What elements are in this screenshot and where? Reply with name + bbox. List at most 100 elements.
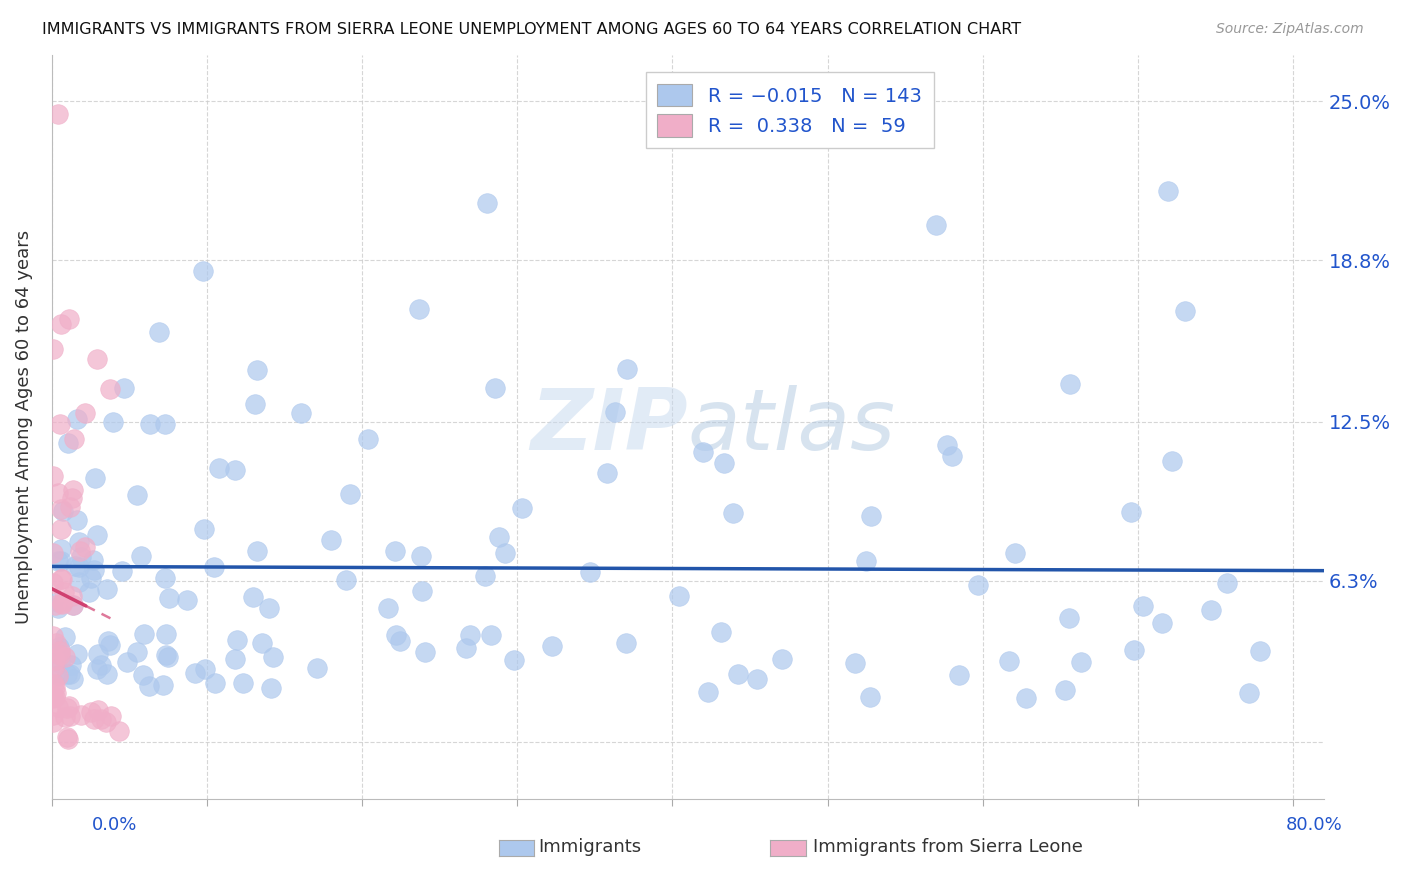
Point xyxy=(108,723,131,738)
Point xyxy=(49,522,72,536)
Text: atlas: atlas xyxy=(688,385,896,468)
Point xyxy=(194,663,217,677)
Point xyxy=(997,654,1019,668)
Point xyxy=(1053,682,1076,697)
Point xyxy=(59,658,82,673)
Point xyxy=(388,634,411,648)
Point xyxy=(193,522,215,536)
Point xyxy=(56,730,79,744)
Point xyxy=(415,645,437,659)
Point xyxy=(156,650,179,665)
Point xyxy=(202,559,225,574)
Point xyxy=(1132,599,1154,613)
Point xyxy=(42,689,65,703)
Point xyxy=(51,572,73,586)
Point xyxy=(335,573,357,587)
Point xyxy=(246,363,269,377)
Point xyxy=(45,636,67,650)
Point xyxy=(98,638,121,652)
Text: Immigrants from Sierra Leone: Immigrants from Sierra Leone xyxy=(813,838,1083,855)
Point xyxy=(138,679,160,693)
Point xyxy=(90,658,112,673)
Point xyxy=(86,351,108,366)
Point xyxy=(42,677,65,691)
Point xyxy=(62,672,84,686)
Legend: R = −0.015   N = 143, R =  0.338   N =  59: R = −0.015 N = 143, R = 0.338 N = 59 xyxy=(645,72,934,148)
Point xyxy=(510,501,533,516)
Point xyxy=(479,627,502,641)
Point xyxy=(260,681,283,695)
Point xyxy=(1174,304,1197,318)
Point xyxy=(727,666,749,681)
Point xyxy=(86,528,108,542)
Point xyxy=(44,598,66,612)
Point xyxy=(66,647,89,661)
Point xyxy=(224,651,246,665)
Point xyxy=(243,397,266,411)
Point xyxy=(42,575,65,590)
Point xyxy=(46,595,69,609)
Point xyxy=(86,662,108,676)
Point xyxy=(668,589,690,603)
Point xyxy=(67,560,90,574)
Point xyxy=(111,564,134,578)
Point xyxy=(127,488,149,502)
Point xyxy=(90,712,112,726)
Point xyxy=(132,668,155,682)
Point xyxy=(242,590,264,604)
Point xyxy=(42,469,65,483)
Point xyxy=(46,699,69,714)
Point xyxy=(59,708,82,723)
Point xyxy=(541,639,564,653)
Point xyxy=(49,502,72,516)
Point xyxy=(1157,184,1180,198)
Point xyxy=(844,656,866,670)
Point xyxy=(384,627,406,641)
Text: IMMIGRANTS VS IMMIGRANTS FROM SIERRA LEONE UNEMPLOYMENT AMONG AGES 60 TO 64 YEAR: IMMIGRANTS VS IMMIGRANTS FROM SIERRA LEO… xyxy=(42,22,1021,37)
Point xyxy=(193,263,215,277)
Point xyxy=(456,640,478,655)
Point xyxy=(967,578,990,592)
Point xyxy=(176,593,198,607)
Point xyxy=(46,486,69,500)
Point xyxy=(42,629,65,643)
Point xyxy=(98,382,121,396)
Point xyxy=(46,600,69,615)
Point xyxy=(59,500,82,514)
Point xyxy=(204,676,226,690)
Point xyxy=(772,652,794,666)
Point xyxy=(290,407,312,421)
Text: 80.0%: 80.0% xyxy=(1286,816,1343,834)
Point xyxy=(157,591,180,606)
Point xyxy=(62,598,84,612)
Point xyxy=(46,554,69,568)
Point xyxy=(232,676,254,690)
Point xyxy=(56,700,79,714)
Point xyxy=(596,466,619,480)
Point xyxy=(46,107,69,121)
Point xyxy=(42,690,65,705)
Point xyxy=(100,709,122,723)
Point xyxy=(70,549,93,564)
Point xyxy=(96,666,118,681)
Point xyxy=(721,506,744,520)
Point xyxy=(1199,603,1222,617)
Point xyxy=(42,715,65,730)
Point xyxy=(503,653,526,667)
Point xyxy=(51,596,73,610)
Point xyxy=(1015,691,1038,706)
Point xyxy=(250,636,273,650)
Point xyxy=(603,405,626,419)
Point xyxy=(56,436,79,450)
Point xyxy=(1119,505,1142,519)
Point xyxy=(45,686,67,700)
Point xyxy=(132,626,155,640)
Point xyxy=(1004,546,1026,560)
Point xyxy=(153,417,176,432)
Point xyxy=(321,533,343,548)
Point xyxy=(42,546,65,560)
Point xyxy=(82,553,104,567)
Point xyxy=(48,640,70,655)
Y-axis label: Unemployment Among Ages 60 to 64 years: Unemployment Among Ages 60 to 64 years xyxy=(15,230,32,624)
Text: 0.0%: 0.0% xyxy=(91,816,136,834)
